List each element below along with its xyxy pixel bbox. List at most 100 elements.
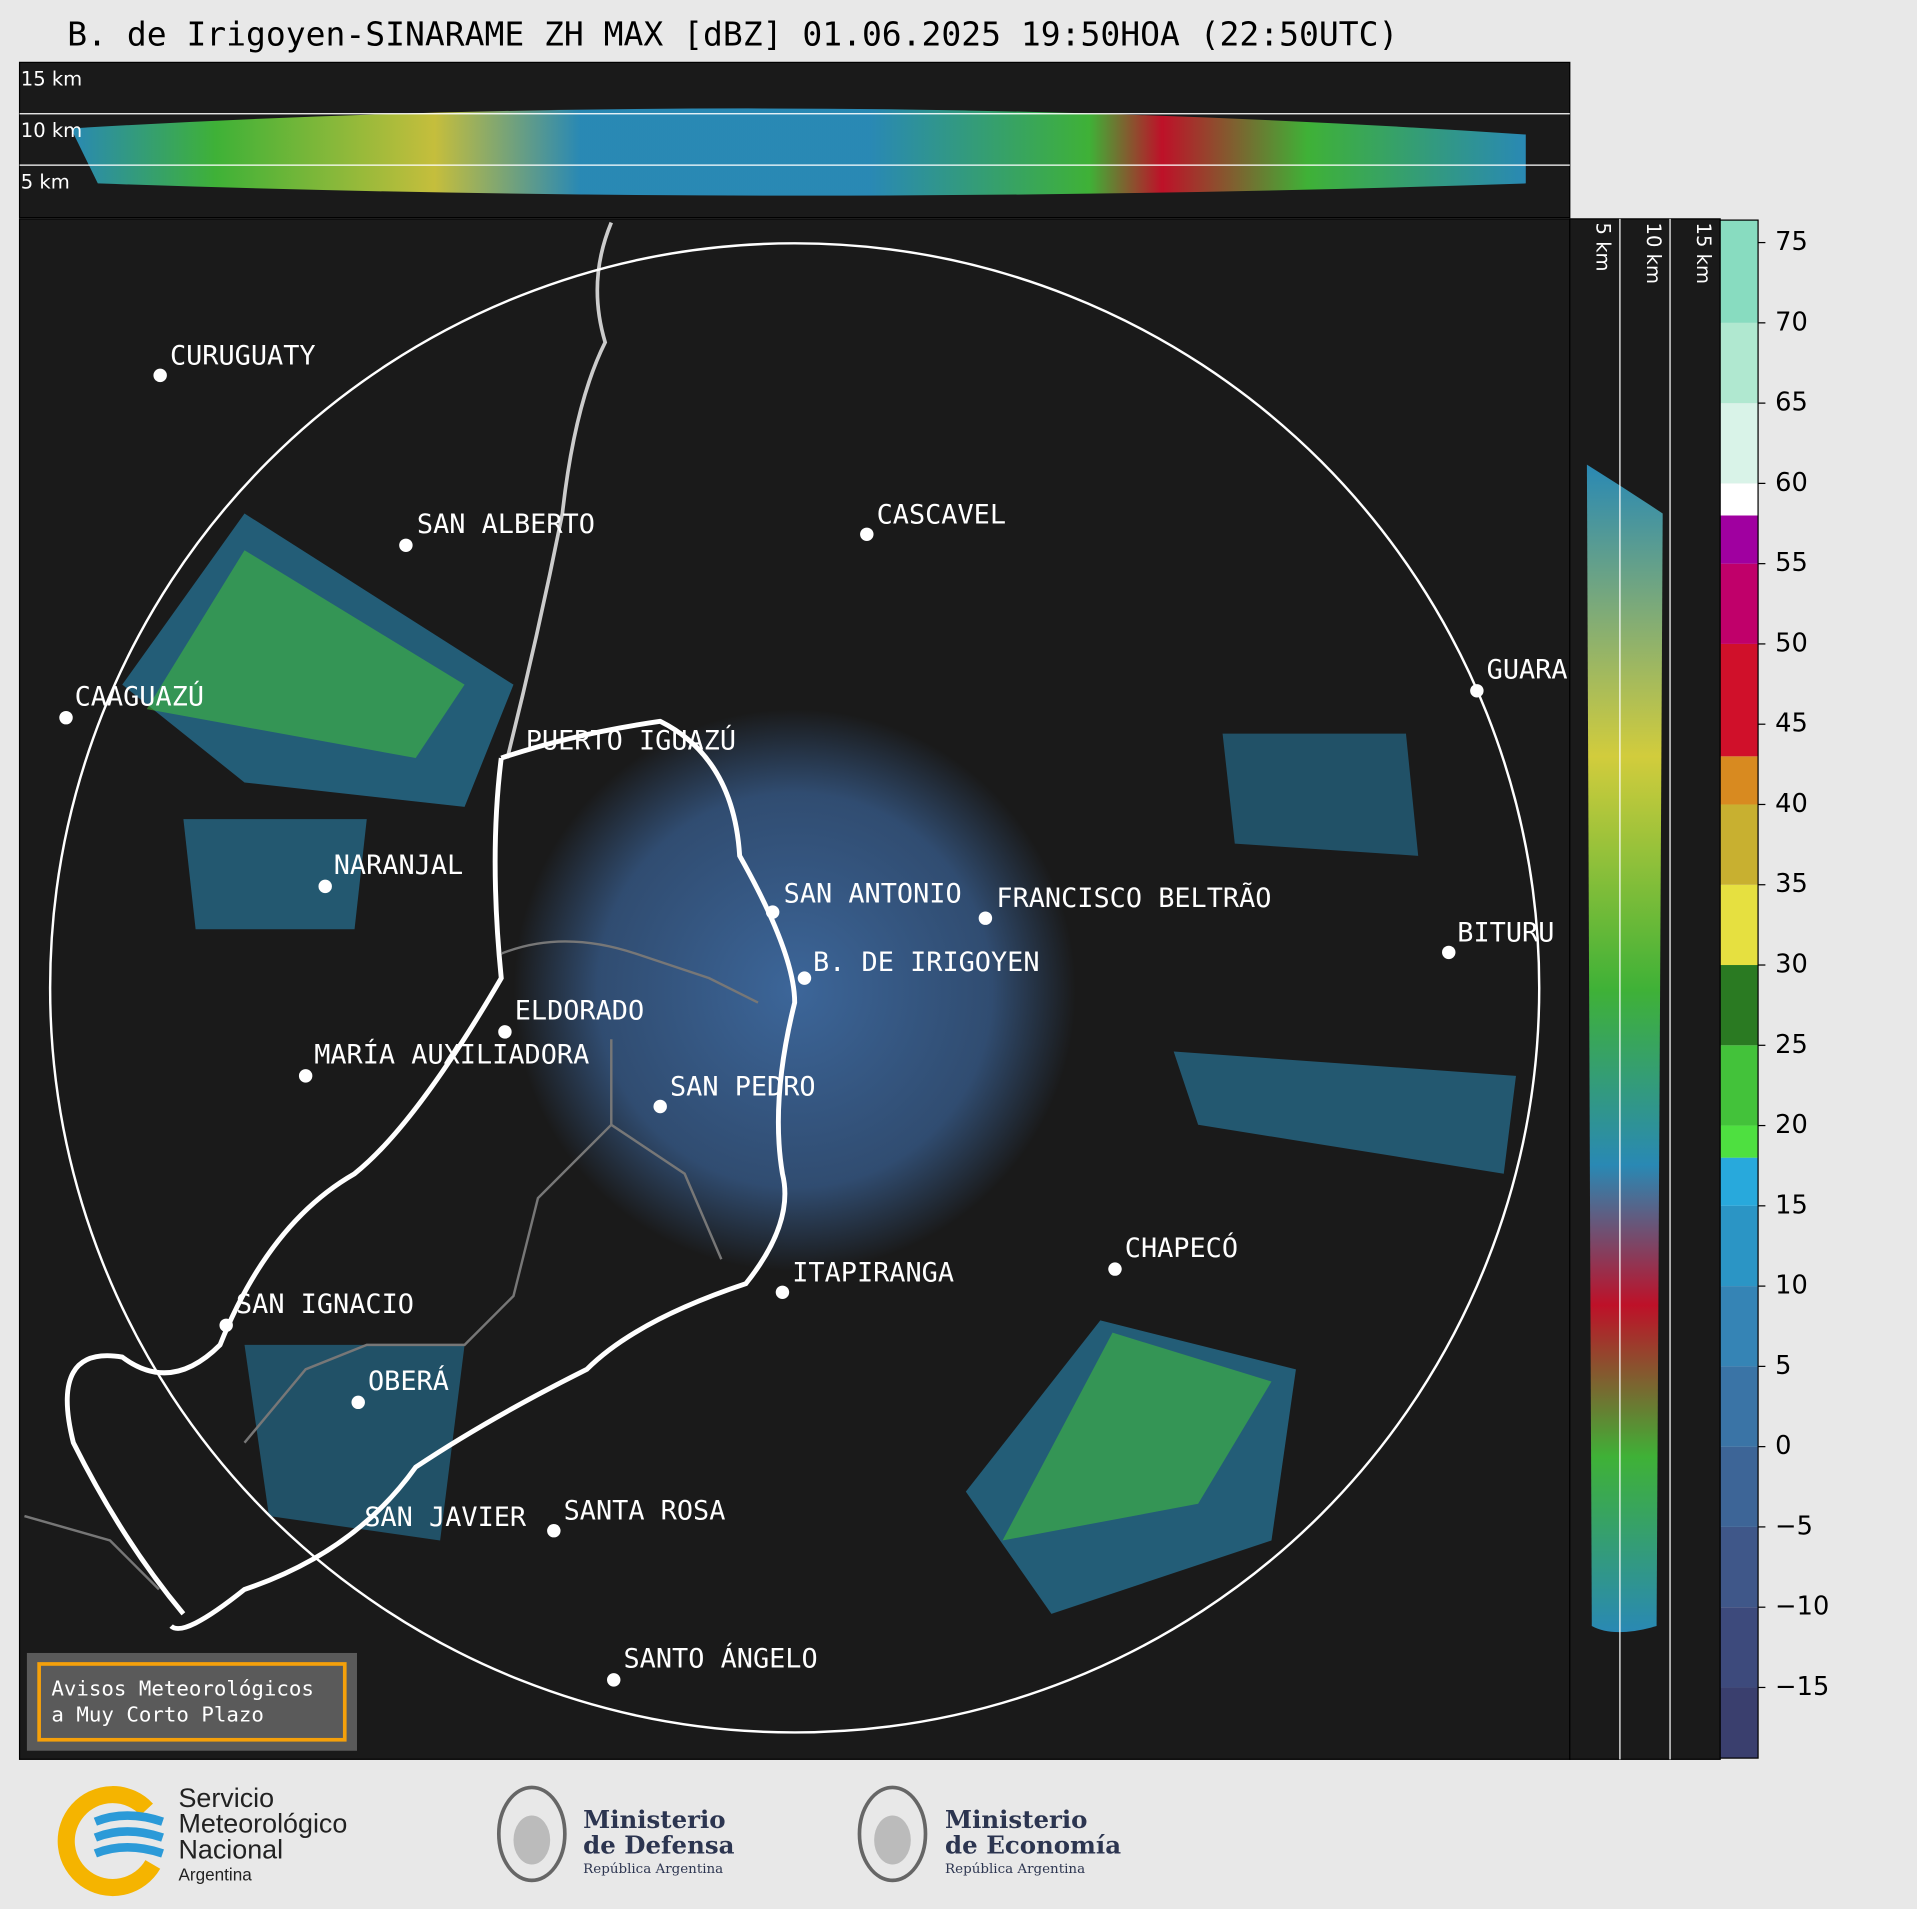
economia-logo: Ministerio de Economía República Argenti… xyxy=(857,1785,1121,1883)
colorbar-tick-label: 35 xyxy=(1775,869,1808,899)
logo-text: Nacional xyxy=(178,1834,283,1864)
colorbar-tick-label: 60 xyxy=(1775,468,1808,498)
colorbar-band xyxy=(1720,1125,1759,1158)
defensa-logo: Ministerio de Defensa República Argentin… xyxy=(496,1785,735,1883)
city-marker xyxy=(318,879,332,894)
colorbar-band xyxy=(1720,804,1759,885)
city-label: SANTA ROSA xyxy=(564,1496,726,1527)
city-label: SAN IGNACIO xyxy=(236,1289,414,1320)
title: B. de Irigoyen-SINARAME ZH MAX [dBZ] 01.… xyxy=(67,14,1398,53)
city-marker xyxy=(399,538,413,553)
city-label: MARÍA AUXILIADORA xyxy=(314,1039,589,1071)
colorbar-band xyxy=(1720,1286,1759,1367)
colorbar-tick-label: 70 xyxy=(1775,307,1808,337)
city-marker xyxy=(547,1523,561,1538)
echo-area xyxy=(1002,1332,1272,1541)
colorbar-band xyxy=(1720,1687,1759,1759)
logo-text: Ministerio xyxy=(583,1805,725,1834)
cities: CURUGUATY SAN ALBERTO CAAGUAZÚ PUERTO IGUAZ… xyxy=(59,340,1568,1687)
city-marker xyxy=(797,971,812,985)
colorbar-band xyxy=(1720,1366,1759,1447)
city-label: SAN PEDRO xyxy=(670,1071,816,1102)
border xyxy=(505,221,613,759)
colorbar-tick-label: 50 xyxy=(1775,628,1808,658)
colorbar-tick-label: −5 xyxy=(1775,1511,1813,1541)
colorbar-frame xyxy=(1719,219,1759,1759)
colorbar-band xyxy=(1720,756,1759,805)
city-label: CURUGUATY xyxy=(170,340,316,371)
colorbar-band xyxy=(1720,965,1759,1046)
city-label: PUERTO IGUAZÚ xyxy=(526,724,736,756)
colorbar-band xyxy=(1720,483,1759,516)
city-label: CHAPECÓ xyxy=(1125,1232,1238,1264)
height-label: 5 km xyxy=(1592,223,1615,272)
colorbar-tick-label: −10 xyxy=(1775,1592,1829,1622)
height-label: 5 km xyxy=(21,170,70,193)
echo-area xyxy=(146,550,465,759)
city-label: BITURU xyxy=(1457,917,1554,948)
city-label: SAN ALBERTO xyxy=(417,509,595,540)
city-marker xyxy=(978,911,993,925)
colorbar-band xyxy=(1720,220,1759,323)
city-label: SANTO ÁNGELO xyxy=(624,1643,818,1675)
map-content xyxy=(24,221,1541,1734)
notice-text: Avisos Meteorológicos xyxy=(51,1677,314,1701)
notice-frame xyxy=(37,1662,347,1742)
echo-area xyxy=(244,1344,465,1541)
city-label: CAAGUAZÚ xyxy=(75,680,204,712)
height-label: 15 km xyxy=(21,68,82,91)
colorbar-band xyxy=(1720,884,1759,966)
logo-text: República Argentina xyxy=(583,1862,723,1877)
logo-text: Meteorológico xyxy=(178,1809,347,1839)
smn-logo: Servicio Meteorológico Nacional Argentin… xyxy=(57,1783,347,1897)
echo-profile xyxy=(1586,464,1663,1633)
city-marker xyxy=(298,1069,313,1083)
colorbar-tick-label: −15 xyxy=(1775,1672,1829,1702)
colorbar-band xyxy=(1720,515,1759,564)
city-marker xyxy=(351,1395,365,1410)
colorbar-tick-label: 20 xyxy=(1775,1110,1808,1140)
logo-text: República Argentina xyxy=(945,1862,1085,1877)
logo-text: Servicio xyxy=(178,1783,274,1813)
colorbar-band xyxy=(1720,563,1759,644)
city-label: CASCAVEL xyxy=(877,499,1006,530)
colorbar-band xyxy=(1720,1045,1759,1126)
city-marker xyxy=(219,1318,233,1333)
city-marker xyxy=(1108,1262,1122,1276)
city-label: SAN ANTONIO xyxy=(784,878,962,909)
colorbar-band xyxy=(1720,643,1759,757)
city-marker xyxy=(765,905,780,919)
city-marker xyxy=(607,1673,621,1687)
colorbar-band xyxy=(1720,403,1759,484)
colorbar-tick-label: 15 xyxy=(1775,1190,1808,1220)
colorbar-tick-label: 75 xyxy=(1775,227,1808,257)
echo-area xyxy=(1173,1051,1516,1174)
city-marker xyxy=(1470,684,1484,698)
city-marker xyxy=(153,368,167,383)
notice-text: a Muy Corto Plazo xyxy=(51,1702,264,1726)
city-label: ELDORADO xyxy=(515,996,644,1027)
colorbar-band xyxy=(1720,1205,1759,1287)
colorbar-band xyxy=(1720,1446,1759,1527)
city-marker xyxy=(498,1025,512,1039)
city-label: GUARA xyxy=(1487,655,1568,686)
colorbar-tick-label: 30 xyxy=(1775,950,1808,980)
colorbar-tick-label: 0 xyxy=(1775,1431,1791,1461)
city-label: FRANCISCO BELTRÃO xyxy=(996,882,1271,914)
admin-border xyxy=(24,940,759,1591)
city-label: ITAPIRANGA xyxy=(792,1257,954,1288)
colorbar-band xyxy=(1720,1526,1759,1608)
colorbar-tick-label: 5 xyxy=(1775,1351,1791,1381)
logo-text: de Defensa xyxy=(583,1830,734,1859)
notice-box xyxy=(26,1652,357,1751)
range-ring xyxy=(48,242,1541,1734)
echo-profile xyxy=(70,108,1526,196)
colorbar-tick-label: 55 xyxy=(1775,548,1808,578)
city-label: OBERÁ xyxy=(368,1365,449,1397)
height-label: 10 km xyxy=(1642,223,1665,284)
colorbar-tick-label: 40 xyxy=(1775,789,1808,819)
colorbar-tick-label: 25 xyxy=(1775,1030,1808,1060)
